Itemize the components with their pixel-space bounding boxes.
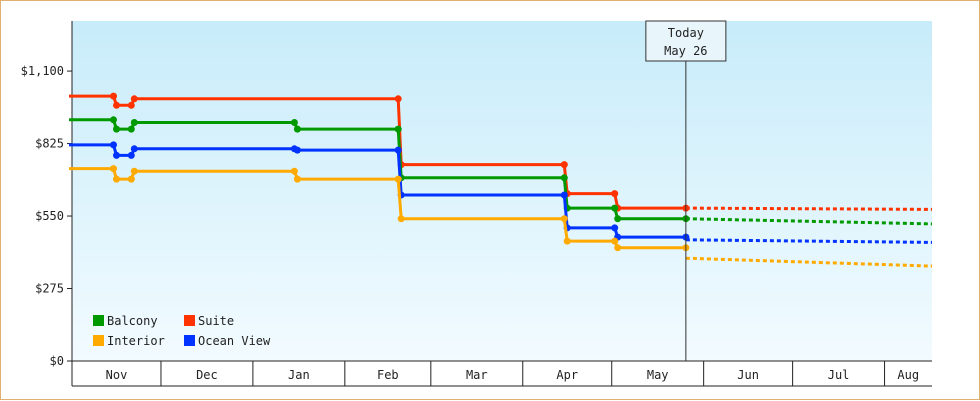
data-point: [397, 215, 405, 223]
data-point: [130, 119, 138, 126]
data-point: [113, 101, 120, 109]
data-point: [127, 101, 135, 109]
x-tick-label: Jun: [737, 368, 759, 382]
data-point: [293, 125, 301, 133]
legend-item: Ocean View: [184, 334, 271, 348]
series-layer: [69, 92, 933, 268]
forecast-line: [685, 256, 933, 268]
data-point: [127, 125, 135, 133]
data-point: [110, 165, 117, 173]
legend-label: Suite: [198, 314, 234, 328]
data-point: [127, 175, 135, 183]
y-tick-label: $550: [35, 209, 64, 223]
x-tick-label: Dec: [196, 368, 218, 382]
legend-label: Ocean View: [198, 334, 271, 348]
x-tick-label: Jan: [288, 368, 310, 382]
x-tick-label: May: [647, 368, 669, 382]
data-point: [130, 145, 138, 153]
data-point: [611, 190, 619, 198]
data-point: [293, 146, 301, 154]
legend-label: Balcony: [107, 314, 158, 328]
y-tick-label: $1,100: [21, 64, 64, 78]
data-point: [293, 175, 301, 183]
x-tick-label: Feb: [377, 368, 399, 382]
data-point: [113, 151, 120, 159]
x-tick-label: Aug: [897, 368, 919, 382]
data-point: [290, 167, 298, 175]
data-point: [130, 167, 138, 175]
forecast-line: [685, 206, 933, 211]
legend-item: Suite: [184, 314, 234, 328]
data-point: [611, 224, 619, 232]
y-tick-label: $0: [50, 354, 64, 368]
legend-swatch: [184, 315, 195, 326]
series-interior: [69, 165, 933, 268]
data-point: [614, 215, 622, 223]
legend-swatch: [93, 315, 104, 326]
data-point: [560, 174, 568, 182]
x-axis: Nov Dec Jan Feb Mar Apr May Jun Jul Aug: [71, 360, 932, 387]
legend-swatch: [184, 335, 195, 346]
x-tick-label: Apr: [556, 368, 578, 382]
data-point: [110, 141, 117, 149]
x-tick-label: Mar: [466, 368, 488, 382]
y-tick-label: $825: [35, 137, 64, 151]
data-point: [127, 151, 135, 159]
data-point: [110, 92, 117, 100]
data-point: [394, 175, 402, 183]
legend-item: Balcony: [93, 314, 158, 328]
data-point: [560, 215, 568, 223]
data-point: [394, 146, 402, 154]
forecast-line: [685, 217, 933, 226]
data-point: [110, 116, 117, 124]
today-marker: Today May 26: [645, 20, 727, 361]
data-point: [614, 244, 622, 252]
legend-swatch: [93, 335, 104, 346]
data-point: [290, 119, 298, 126]
y-axis: $0 $275 $550 $825 $1,100: [21, 21, 73, 368]
x-tick-label: Jul: [828, 368, 850, 382]
legend-label: Interior: [107, 334, 165, 348]
forecast-line: [685, 238, 933, 244]
data-point: [113, 125, 120, 133]
data-point: [611, 204, 619, 212]
legend-item: Interior: [93, 334, 165, 348]
data-point: [394, 125, 402, 133]
data-point: [394, 95, 402, 103]
data-point: [563, 237, 571, 245]
data-point: [130, 95, 138, 103]
data-point: [611, 237, 619, 245]
data-point: [113, 175, 120, 183]
today-date-label: May 26: [664, 44, 707, 58]
today-label: Today: [668, 26, 704, 40]
legend: Balcony Suite Interior Ocean View: [93, 314, 271, 348]
x-tick-label: Nov: [106, 368, 128, 382]
today-label-box: [645, 20, 727, 62]
data-point: [560, 161, 568, 169]
y-tick-label: $275: [35, 282, 64, 296]
data-point: [560, 191, 568, 199]
plot-area: [72, 21, 932, 361]
